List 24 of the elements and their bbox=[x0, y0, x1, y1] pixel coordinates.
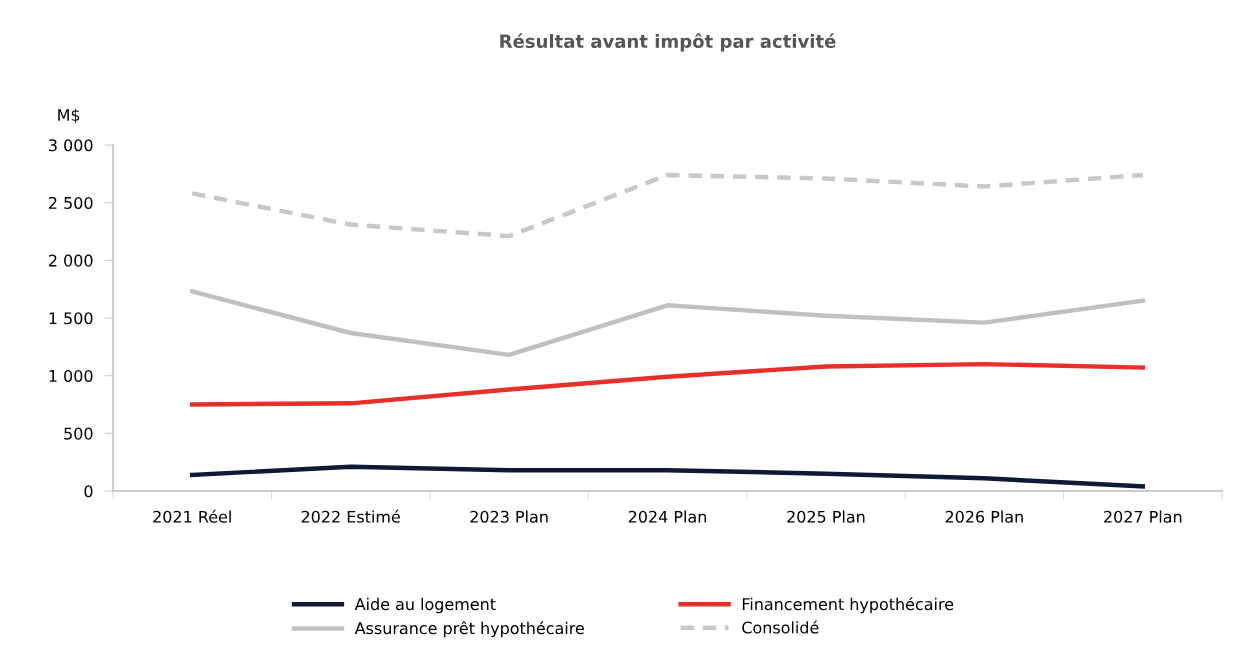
y-tick-label: 3 000 bbox=[49, 139, 93, 152]
x-tick-label: 2023 Plan bbox=[470, 510, 548, 523]
line-series bbox=[189, 464, 1146, 489]
line-series bbox=[189, 172, 1146, 239]
y-tick-label: 2 500 bbox=[49, 196, 93, 209]
legend-label: Assurance prêt hypothécaire bbox=[354, 621, 584, 638]
x-tick-label: 2021 Réel bbox=[153, 509, 231, 523]
y-tick-label: 1 000 bbox=[49, 369, 93, 382]
legend-label: Consolidé bbox=[742, 620, 819, 634]
x-tick-label: 2026 Plan bbox=[945, 510, 1023, 523]
x-tick-label: 2022 Estimé bbox=[301, 509, 400, 523]
y-tick-label: 1 500 bbox=[49, 312, 93, 325]
chart-title: Résultat avant impôt par activité bbox=[500, 33, 836, 52]
x-tick-label: 2027 Plan bbox=[1104, 510, 1182, 523]
legend-label: Financement hypothécaire bbox=[742, 597, 954, 614]
y-tick-label: 500 bbox=[64, 427, 93, 440]
y-axis-title: M$ bbox=[58, 108, 80, 124]
legend-label: Aide au logement bbox=[354, 597, 496, 614]
y-tick-label: 2 000 bbox=[49, 254, 93, 267]
line-series bbox=[189, 289, 1146, 358]
x-tick-label: 2024 Plan bbox=[628, 510, 706, 523]
y-tick-label: 0 bbox=[84, 485, 93, 498]
line-series bbox=[189, 361, 1146, 407]
x-tick-label: 2025 Plan bbox=[787, 510, 865, 523]
